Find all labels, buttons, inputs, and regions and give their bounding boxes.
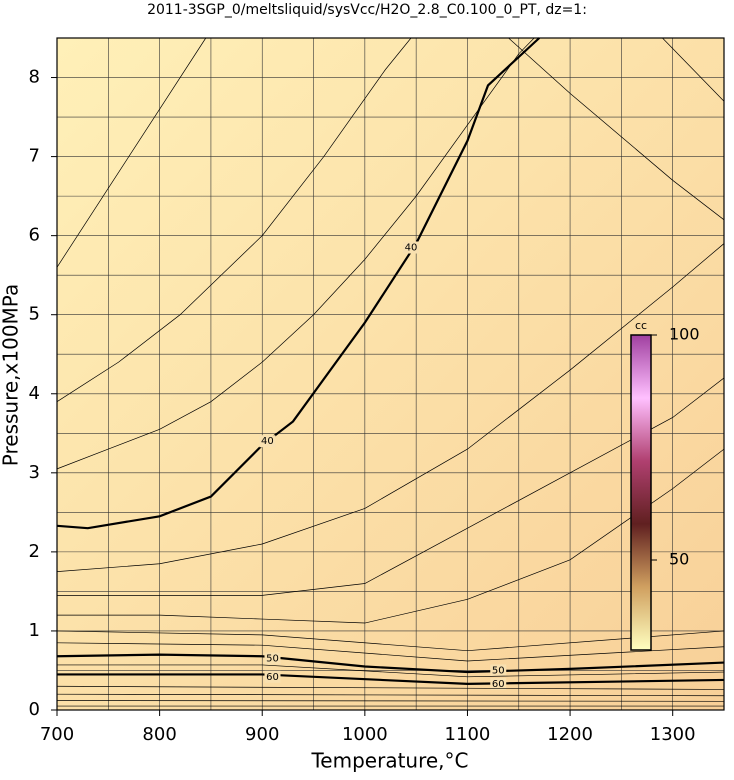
contour-line — [56, 685, 725, 690]
y-tick-label: 3 — [29, 462, 40, 483]
x-tick-label: 800 — [142, 724, 176, 745]
y-tick-label: 0 — [29, 699, 40, 720]
contour-line — [57, 664, 725, 678]
contour-line — [57, 673, 725, 686]
contour-line — [56, 37, 535, 470]
contour-label-bg — [259, 435, 276, 448]
plot-background — [57, 38, 724, 710]
contour-label-bg — [490, 677, 507, 690]
contour-label: 50 — [266, 654, 279, 665]
y-tick-label: 1 — [29, 620, 40, 641]
y-tick-label: 5 — [29, 304, 40, 325]
y-tick-label: 8 — [29, 67, 40, 88]
contour-label: 50 — [492, 665, 505, 676]
x-tick-label: 1100 — [445, 724, 491, 745]
x-tick-label: 900 — [245, 724, 279, 745]
contour-line — [56, 243, 725, 572]
colorbar-label: cc — [635, 319, 647, 332]
y-tick-label: 2 — [29, 541, 40, 562]
contour-line — [508, 37, 725, 221]
contour-label: 40 — [405, 243, 418, 254]
colorbar-tick-label: 100 — [669, 325, 700, 344]
x-tick-label: 1200 — [547, 724, 593, 745]
contour-line — [662, 37, 725, 102]
contour-line — [57, 448, 725, 624]
y-axis-label: Pressure,x100MPa — [0, 284, 23, 466]
contour-line — [56, 693, 725, 697]
y-tick-label: 6 — [29, 225, 40, 246]
contour-line — [56, 630, 725, 652]
contour-label: 60 — [266, 672, 279, 683]
contour-line — [56, 653, 725, 674]
chart-title: 2011-3SGP_0/meltsliquid/sysVcc/H2O_2.8_C… — [147, 2, 587, 18]
contour-line — [56, 700, 725, 702]
colorbar — [630, 334, 652, 651]
y-tick-label: 4 — [29, 383, 40, 404]
x-tick-label: 1300 — [650, 724, 696, 745]
x-axis-label: Temperature,°C — [310, 749, 468, 773]
plot-frame — [56, 37, 725, 711]
contour-line — [56, 642, 725, 662]
y-tick-label: 7 — [29, 146, 40, 167]
contour-line — [56, 37, 412, 402]
contour-label: 40 — [261, 436, 274, 447]
x-tick-label: 700 — [40, 724, 74, 745]
contour-label-bg — [264, 652, 281, 665]
contour-label-bg — [403, 241, 420, 254]
contour-label: 60 — [492, 679, 505, 690]
contour-line — [57, 377, 725, 596]
x-tick-label: 1000 — [342, 724, 388, 745]
colorbar-tick-label: 50 — [669, 550, 689, 569]
contour-label-bg — [490, 664, 507, 677]
contour-line — [56, 37, 207, 268]
contour-line — [56, 37, 541, 530]
contour-label-bg — [264, 670, 281, 683]
